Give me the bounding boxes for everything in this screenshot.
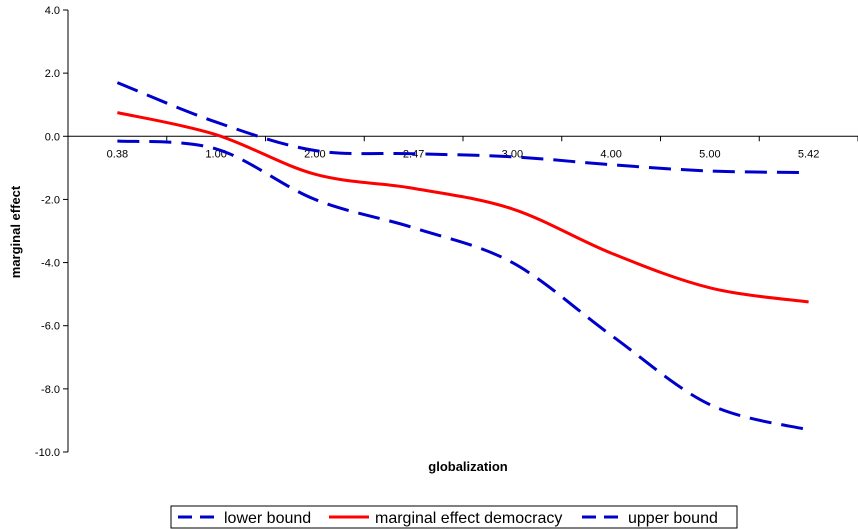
- legend-label-lower-bound: lower bound: [224, 510, 311, 527]
- y-axis-title: marginal effect: [8, 185, 23, 278]
- series-line-marginal-effect-democracy: [117, 111, 809, 304]
- y-tick-label: 2.0: [45, 68, 60, 80]
- legend-label-upper-bound: upper bound: [628, 510, 718, 527]
- y-tick-label: -4.0: [41, 258, 60, 270]
- y-tick-label: -6.0: [41, 321, 60, 333]
- x-tick-label: 0.38: [107, 148, 128, 160]
- axes-layer: 4.02.00.0-2.0-4.0-6.0-8.0-10.00.38 1.00 2.…: [35, 5, 858, 459]
- x-axis-title: globalization: [428, 459, 508, 474]
- x-tick-label: 4.00: [600, 148, 621, 160]
- legend: lower bound marginal effect democracy uppe…: [170, 505, 738, 529]
- y-tick-label: 0.0: [45, 131, 60, 143]
- y-tick-label: -10.0: [35, 447, 60, 459]
- legend-label-marginal-effect-democracy: marginal effect democracy: [375, 510, 562, 527]
- x-tick-label: 3.00: [502, 148, 523, 160]
- y-tick-label: -2.0: [41, 194, 60, 206]
- x-tick-label: 2.00: [304, 148, 325, 160]
- series-line-lower-bound: [117, 139, 809, 432]
- legend-box: [170, 505, 738, 529]
- y-tick-label: -8.0: [41, 384, 60, 396]
- y-tick-label: 4.0: [45, 5, 60, 17]
- x-tick-label: 5.42: [798, 148, 819, 160]
- series-layer: [116, 81, 809, 432]
- x-tick-label: 5.00: [699, 148, 720, 160]
- series-line-upper-bound: [116, 81, 809, 175]
